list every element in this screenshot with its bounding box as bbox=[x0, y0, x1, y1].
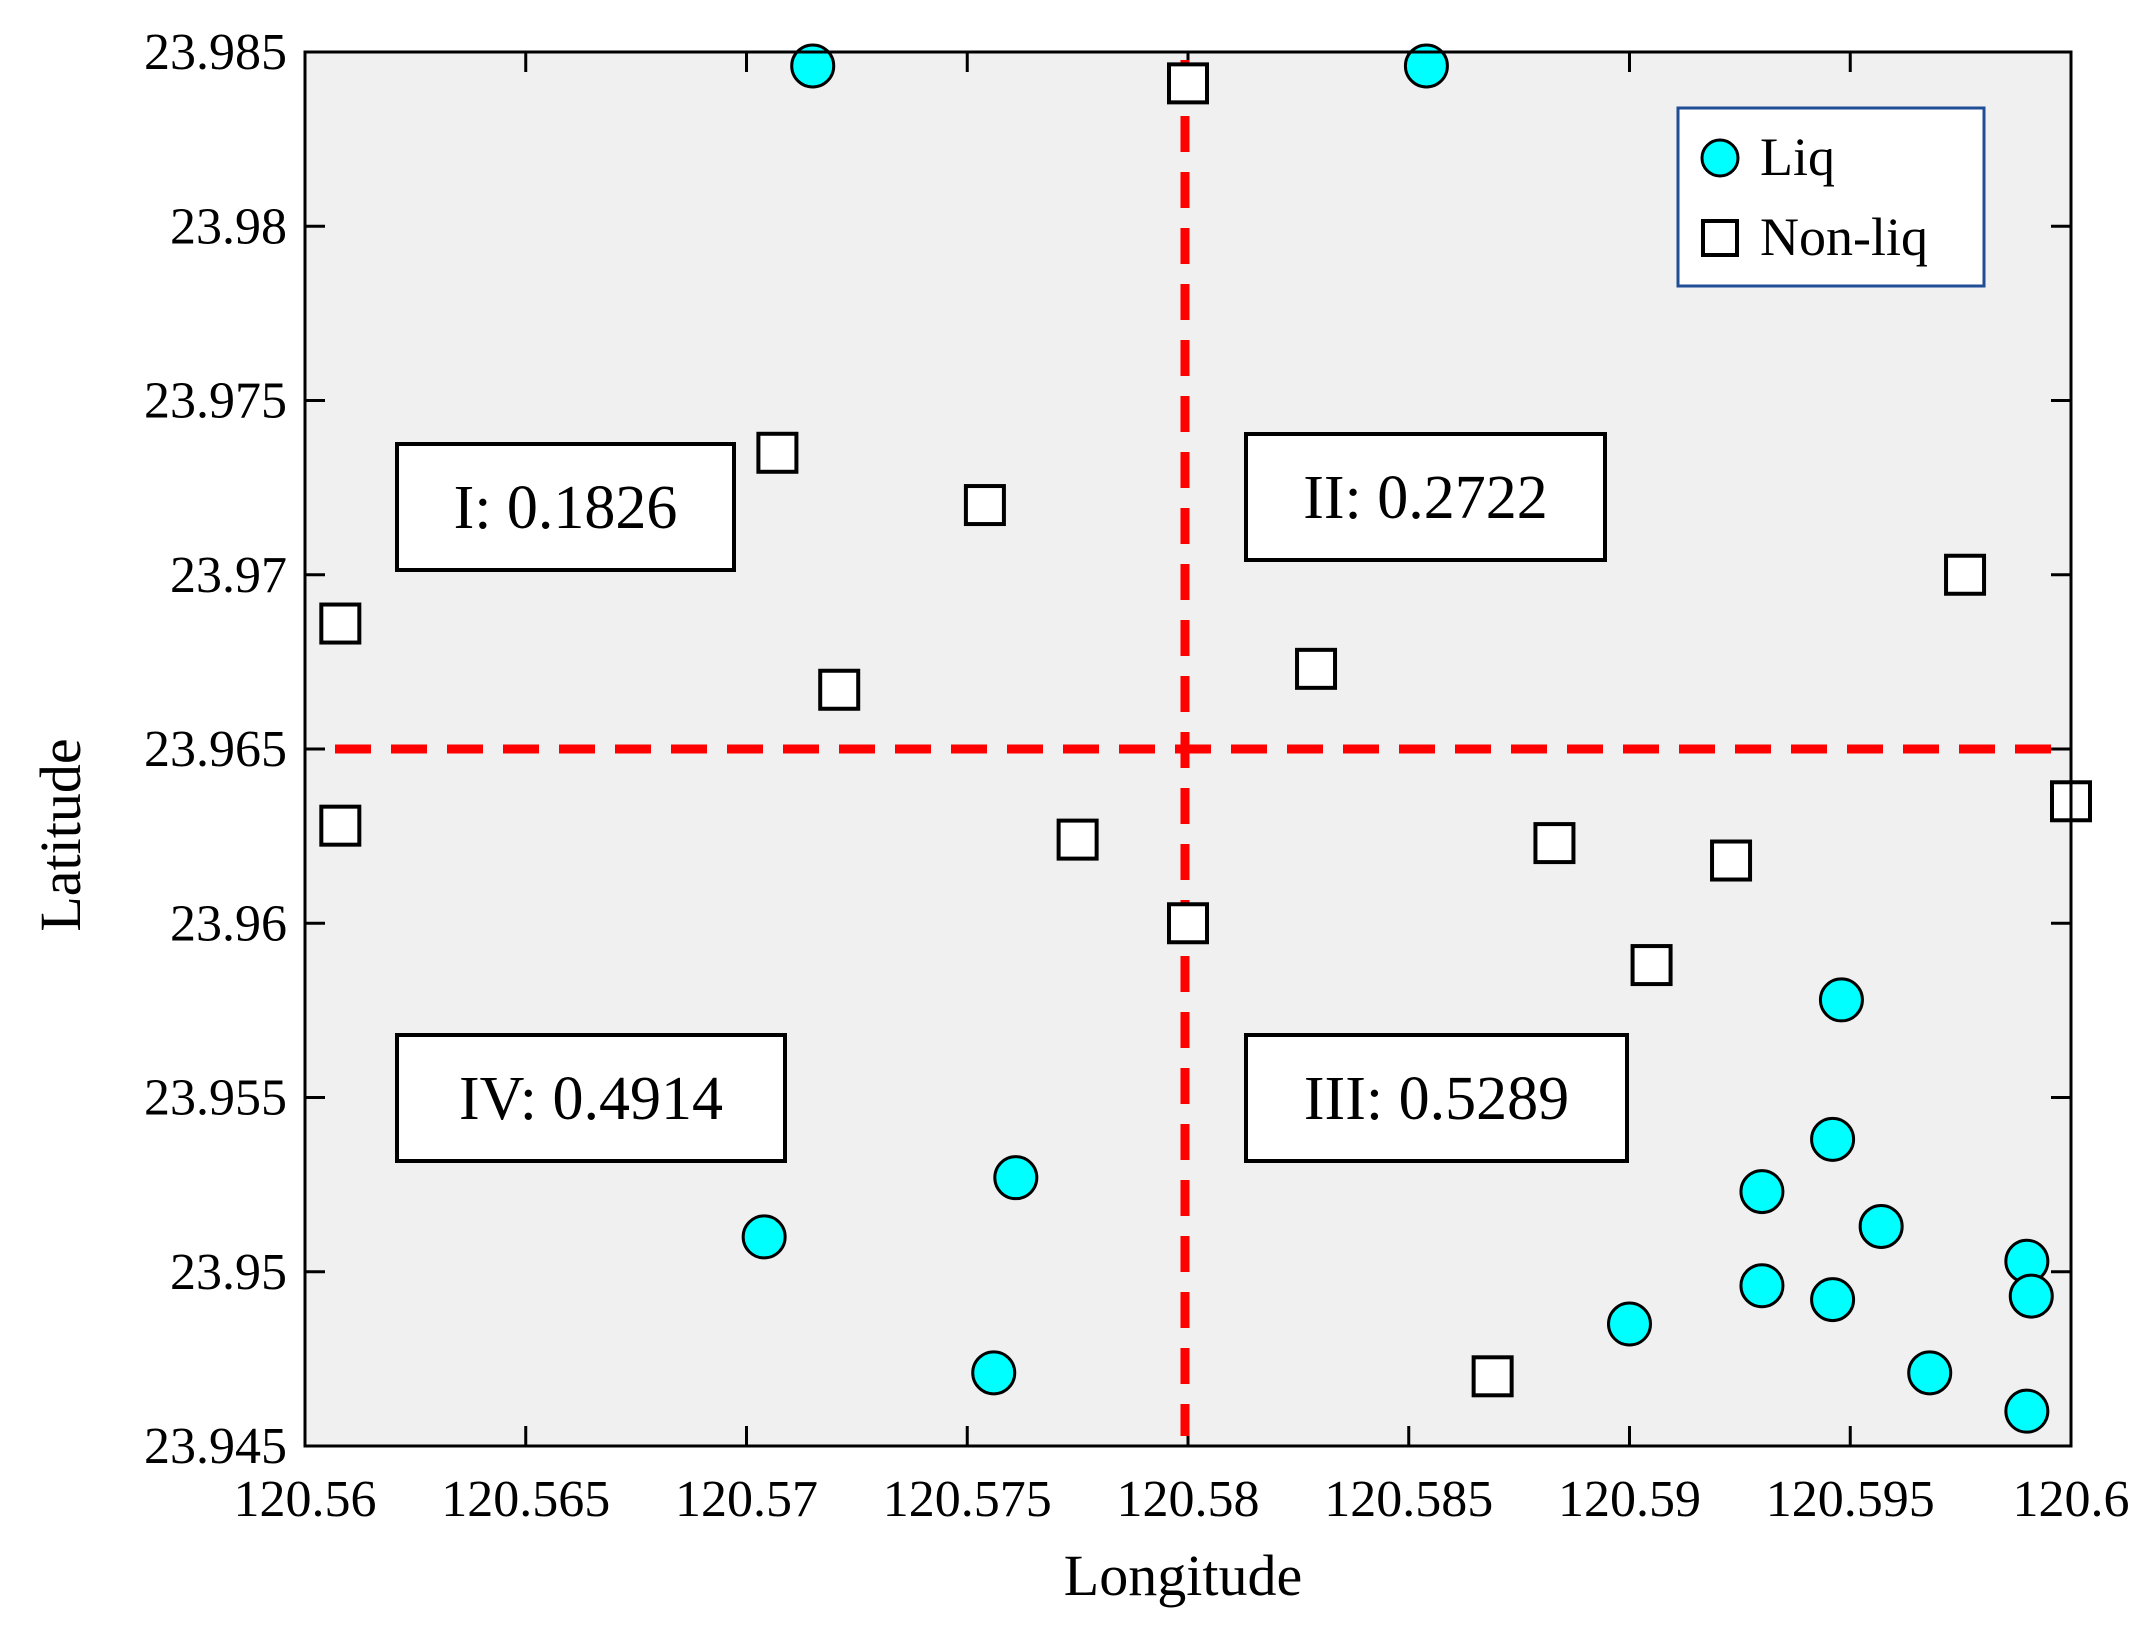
plot-frame bbox=[303, 50, 2073, 1448]
y-tick-label: 23.97 bbox=[170, 547, 287, 604]
liq-point bbox=[1810, 1277, 1856, 1323]
non-liq-point bbox=[1167, 902, 1209, 945]
liq-point bbox=[1739, 1263, 1785, 1309]
quadrant-label: I: 0.1826 bbox=[454, 474, 678, 542]
quadrant-label-box bbox=[1244, 432, 1607, 562]
liq-point bbox=[1810, 1116, 1856, 1162]
liq-point bbox=[1607, 1301, 1652, 1347]
y-tick-label: 23.96 bbox=[170, 895, 287, 952]
legend-nonliq-label: Non-liq bbox=[1760, 207, 1928, 267]
non-liq-point bbox=[963, 484, 1006, 527]
x-tick-label: 120.58 bbox=[1117, 1471, 1260, 1528]
y-tick-label: 23.945 bbox=[144, 1418, 287, 1475]
non-liq-point bbox=[1167, 62, 1209, 105]
x-tick-label: 120.575 bbox=[883, 1471, 1052, 1528]
legend-liq-label: Liq bbox=[1760, 127, 1835, 187]
non-liq-point bbox=[1630, 944, 1673, 987]
non-liq-point bbox=[1056, 818, 1099, 861]
non-liq-point bbox=[756, 431, 799, 474]
legend-liq-marker bbox=[1700, 138, 1740, 178]
non-liq-point bbox=[1471, 1355, 1514, 1398]
legend-nonliq-marker bbox=[1701, 219, 1739, 257]
liq-point bbox=[790, 43, 836, 89]
non-liq-point bbox=[1944, 553, 1987, 596]
liq-point bbox=[741, 1214, 787, 1260]
x-tick-label: 120.59 bbox=[1558, 1471, 1701, 1528]
quadrant-annotations: I: 0.1826 II: 0.2722 III: 0.5289 IV: 0.4914 bbox=[395, 432, 1629, 1163]
data-points bbox=[319, 43, 2092, 1434]
y-tick-label: 23.985 bbox=[144, 24, 287, 81]
y-tick-label: 23.965 bbox=[144, 721, 287, 778]
liq-point bbox=[1818, 977, 1864, 1023]
quadrant-label-box bbox=[395, 1033, 787, 1163]
non-liq-point bbox=[319, 804, 362, 847]
x-tick-label: 120.595 bbox=[1766, 1471, 1935, 1528]
x-tick-label: 120.56 bbox=[234, 1471, 377, 1528]
y-tick-label: 23.955 bbox=[144, 1070, 287, 1127]
liq-point bbox=[1858, 1203, 1904, 1249]
liq-point bbox=[993, 1155, 1039, 1201]
y-tick-label: 23.98 bbox=[170, 198, 287, 255]
liq-point bbox=[1739, 1169, 1785, 1215]
quadrant-label: IV: 0.4914 bbox=[459, 1065, 723, 1133]
y-tick-label: 23.975 bbox=[144, 373, 287, 430]
liq-point bbox=[2008, 1273, 2054, 1319]
liq-point bbox=[971, 1350, 1017, 1396]
x-tick-label: 120.6 bbox=[2013, 1471, 2130, 1528]
ticks-layer: 120.56 120.565 120.57 120.575 120.58 120.585 1… bbox=[144, 24, 2130, 1528]
non-liq-point bbox=[1533, 822, 1576, 865]
x-tick-label: 120.585 bbox=[1324, 1471, 1493, 1528]
quadrant-label: III: 0.5289 bbox=[1304, 1065, 1569, 1133]
y-tick-label: 23.95 bbox=[170, 1244, 287, 1301]
quadrant-label: II: 0.2722 bbox=[1303, 464, 1548, 532]
x-axis-label: Longitude bbox=[1064, 1543, 1302, 1608]
non-liq-point bbox=[319, 602, 362, 645]
liq-point bbox=[1907, 1350, 1953, 1396]
non-liq-point bbox=[1710, 839, 1753, 882]
x-tick-label: 120.57 bbox=[675, 1471, 818, 1528]
liq-point bbox=[2004, 1388, 2050, 1434]
non-liq-point bbox=[818, 668, 861, 711]
quadrant-label-box bbox=[1244, 1033, 1629, 1163]
quadrant-label-box bbox=[395, 442, 736, 572]
x-tick-label: 120.565 bbox=[441, 1471, 610, 1528]
non-liq-point bbox=[1295, 647, 1338, 690]
reference-lines bbox=[335, 60, 2059, 1436]
liq-point bbox=[1403, 43, 1449, 89]
y-axis-label: Latitude bbox=[28, 738, 93, 931]
legend: Liq Non-liq bbox=[1676, 106, 1986, 288]
